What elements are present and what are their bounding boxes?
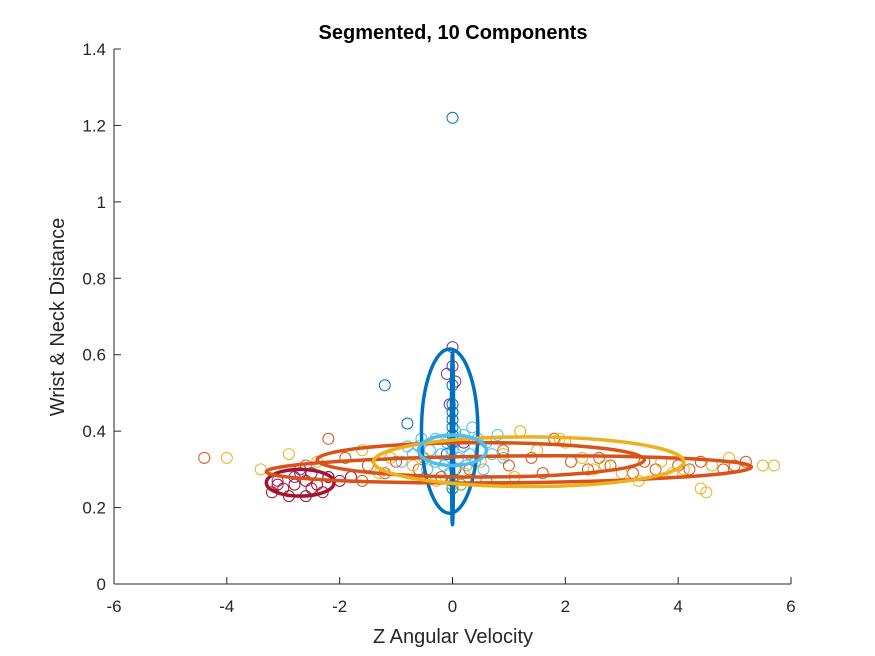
- scatter-point: [299, 474, 312, 487]
- y-tick-label: 0: [97, 575, 106, 594]
- scatter-point: [446, 111, 459, 124]
- scatter-point: [463, 448, 476, 461]
- scatter-point: [322, 432, 335, 445]
- y-tick-label: 0.8: [82, 269, 106, 288]
- component-ellipse: [264, 467, 336, 498]
- scatter-point: [254, 463, 267, 476]
- x-axis-label: Z Angular Velocity: [373, 626, 533, 648]
- scatter-point: [502, 459, 515, 472]
- scatter-point: [198, 451, 211, 464]
- scatter-point: [449, 375, 462, 388]
- scatter-point: [401, 417, 414, 430]
- y-tick-label: 1.4: [82, 40, 106, 59]
- scatter-point: [581, 463, 594, 476]
- scatter-point: [271, 478, 284, 491]
- axes: -6 -4 -2 0 2 4 6 0 0.2 0.4 0.6 0.8 1 1.2 1.4: [82, 40, 795, 616]
- scatter-point: [497, 448, 510, 461]
- y-tick-label: 0.2: [82, 499, 106, 518]
- x-tick-label: -6: [106, 597, 121, 616]
- scatter-point: [477, 463, 490, 476]
- scatter-point: [395, 455, 408, 468]
- y-tick-label: 1.2: [82, 116, 106, 135]
- y-tick-label: 0.6: [82, 346, 106, 365]
- scatter-point: [587, 463, 600, 476]
- scatter-point: [378, 379, 391, 392]
- scatter-point: [536, 467, 549, 480]
- scatter-point: [435, 448, 448, 461]
- y-tick-label: 1: [97, 193, 106, 212]
- scatter-point: [694, 455, 707, 468]
- scatter-point: [282, 448, 295, 461]
- scatter-point: [316, 486, 329, 499]
- scatter-point: [525, 451, 538, 464]
- scatter-point: [497, 451, 510, 464]
- x-tick-label: 2: [561, 597, 570, 616]
- scatter-point: [722, 451, 735, 464]
- scatter-point: [322, 471, 335, 483]
- x-tick-label: 4: [673, 597, 682, 616]
- component-ellipse: [419, 347, 480, 516]
- scatter-point: [700, 486, 713, 499]
- scatter-point: [576, 451, 589, 464]
- scatter-point: [768, 459, 781, 472]
- scatter-point: [407, 459, 420, 472]
- component-ellipse: [264, 454, 754, 485]
- scatter-point: [457, 467, 470, 480]
- component-ellipse: [416, 433, 489, 468]
- scatter-point: [220, 451, 233, 464]
- plot-area: [198, 111, 781, 527]
- x-tick-label: 0: [448, 597, 457, 616]
- x-tick-label: -4: [219, 597, 234, 616]
- x-tick-label: -2: [332, 597, 347, 616]
- component-ellipse: [371, 435, 686, 489]
- scatter-point: [593, 451, 606, 464]
- y-axis-label: Wrist & Neck Distance: [47, 218, 69, 417]
- y-tick-label: 0.4: [82, 422, 106, 441]
- scatter-point: [491, 428, 504, 441]
- chart-title: Segmented, 10 Components: [319, 22, 588, 44]
- scatter-point: [339, 451, 352, 464]
- x-tick-label: 6: [786, 597, 795, 616]
